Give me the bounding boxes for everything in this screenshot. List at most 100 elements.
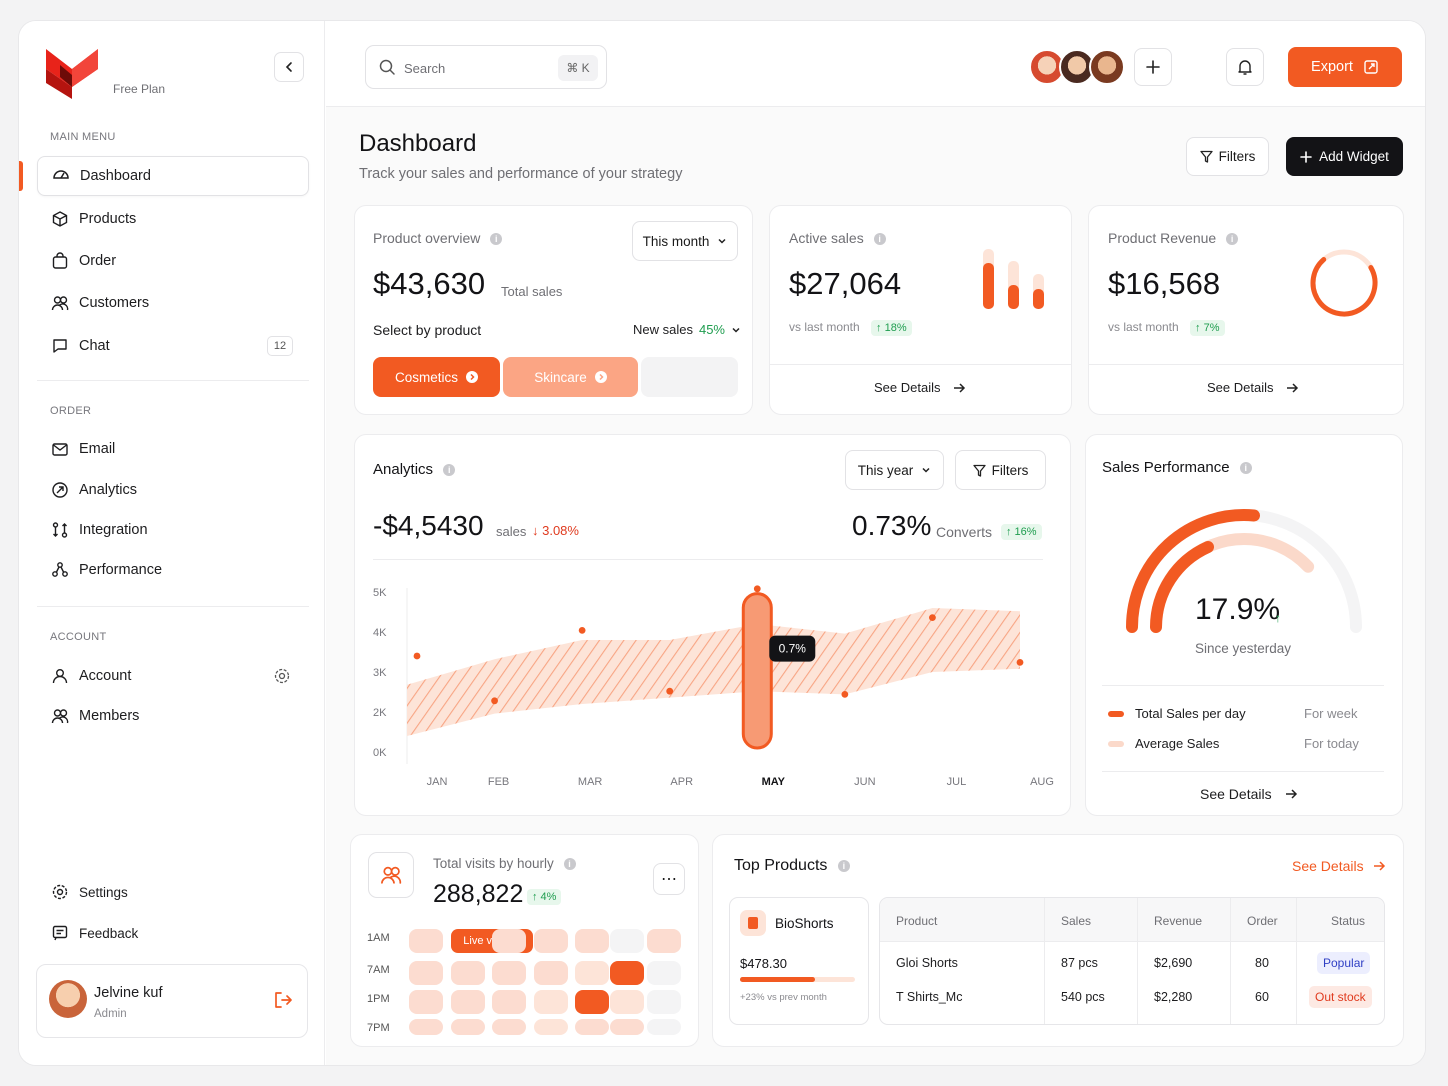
add-member-button[interactable] <box>1134 48 1172 86</box>
account-settings-gear-icon[interactable] <box>273 667 291 685</box>
sidebar-item-account[interactable]: Account <box>37 656 309 696</box>
sidebar-item-analytics[interactable]: Analytics <box>37 470 309 510</box>
sidebar-item-label: Feedback <box>79 925 139 941</box>
heatmap-cell <box>409 990 443 1014</box>
heatmap-cell <box>610 1019 644 1035</box>
heatmap-cell <box>492 1019 526 1035</box>
main-content: Search ⌘ K Export Dashboard Track your s… <box>326 21 1425 1065</box>
arrow-circle-icon <box>466 371 478 383</box>
analytics-icon <box>51 481 69 499</box>
column-header: Status <box>1331 914 1366 928</box>
sidebar-item-label: Order <box>79 253 117 269</box>
sidebar-item-customers[interactable]: Customers <box>37 283 309 323</box>
active-sales-vs: vs last month ↑ 18% <box>789 320 912 336</box>
chevron-down-icon <box>731 325 741 335</box>
card-title-text: Top Products <box>734 857 828 874</box>
search-shortcut: ⌘ K <box>558 55 598 81</box>
see-details-label: See Details <box>1207 380 1274 395</box>
chevron-left-icon <box>283 61 295 73</box>
mini-bar-chart <box>983 249 1049 311</box>
x-tick-label: JUL <box>947 776 967 788</box>
convert-label: Converts <box>936 524 993 540</box>
card-title-text: Sales Performance <box>1102 459 1230 476</box>
chip-skincare[interactable]: Skincare <box>503 357 638 397</box>
analytics-area-chart: 5K 4K 3K 2K 0K 0.7% JAN FEB MAR APR MAY JUN JUL AUG <box>373 585 1054 788</box>
sidebar-item-feedback[interactable]: Feedback <box>37 913 309 953</box>
arrow-right-icon <box>1284 787 1298 801</box>
analytics-filters-button[interactable]: Filters <box>955 450 1046 490</box>
add-widget-button[interactable]: Add Widget <box>1286 137 1403 176</box>
account-section-label: ACCOUNT <box>50 631 107 643</box>
more-options-button[interactable]: ⋯ <box>653 863 685 895</box>
sidebar-item-chat[interactable]: Chat 12 <box>37 326 309 366</box>
legend-swatch-total <box>1108 711 1124 717</box>
analytics-change: ↓ 3.08% <box>532 523 579 538</box>
data-point <box>491 697 498 705</box>
collapse-sidebar-button[interactable] <box>274 52 304 82</box>
order-section-label: ORDER <box>50 405 92 417</box>
user-card[interactable]: Jelvine kuf Admin <box>36 964 308 1038</box>
table-cell: $2,690 <box>1154 956 1193 970</box>
user-icon <box>51 667 69 685</box>
sidebar-item-integration[interactable]: Integration <box>37 510 309 550</box>
heatmap-cell <box>534 990 568 1014</box>
analytics-period-dropdown[interactable]: This year <box>845 450 944 490</box>
heatmap-cell <box>647 961 681 985</box>
period-dropdown[interactable]: This month <box>632 221 738 261</box>
chip-cosmetics[interactable]: Cosmetics <box>373 357 500 397</box>
y-tick-label: 5K <box>373 587 387 599</box>
chart-tooltip-label: 0.7% <box>779 642 807 656</box>
card-title-text: Product Revenue <box>1108 230 1217 246</box>
x-tick-label: FEB <box>488 776 509 788</box>
see-details-link[interactable]: See Details <box>1207 380 1299 395</box>
filters-button[interactable]: Filters <box>1186 137 1269 176</box>
column-header: Product <box>896 914 938 928</box>
data-point <box>1016 659 1024 666</box>
notifications-button[interactable] <box>1226 48 1264 86</box>
arrow-right-icon <box>1285 381 1299 395</box>
featured-product-card[interactable]: BioShorts $478.30 +23% vs prev month <box>729 897 869 1025</box>
change-badge: ↑ 7% <box>1190 320 1225 336</box>
users-icon <box>51 707 69 725</box>
plus-icon <box>1300 150 1312 163</box>
heatmap-cell <box>647 990 681 1014</box>
info-icon: i <box>1239 462 1252 475</box>
table-cell: 87 pcs <box>1061 956 1098 970</box>
table-header <box>880 898 1384 942</box>
logout-icon[interactable] <box>273 990 293 1010</box>
sidebar-item-members[interactable]: Members <box>37 696 309 736</box>
see-details-link[interactable]: See Details <box>1200 786 1298 802</box>
sidebar-item-settings[interactable]: Settings <box>37 872 309 912</box>
mail-icon <box>51 440 69 458</box>
sidebar-item-products[interactable]: Products <box>37 199 309 239</box>
sidebar-item-dashboard[interactable]: Dashboard <box>37 156 309 196</box>
chat-count-badge: 12 <box>267 336 293 356</box>
see-details-link[interactable]: See Details <box>1292 858 1386 874</box>
new-sales-dropdown[interactable]: New sales 45% <box>633 322 741 337</box>
heatmap-cell <box>575 990 609 1014</box>
heatmap-cell <box>534 1019 568 1035</box>
product-revenue-vs: vs last month ↑ 7% <box>1108 320 1225 336</box>
card-divider <box>770 364 1071 365</box>
sidebar-item-email[interactable]: Email <box>37 429 309 469</box>
avatar[interactable] <box>1089 49 1125 85</box>
search-input[interactable]: Search ⌘ K <box>365 45 607 89</box>
see-details-link[interactable]: See Details <box>874 380 966 395</box>
gear-icon <box>51 883 69 901</box>
sidebar-item-label: Members <box>79 708 140 724</box>
export-button[interactable]: Export <box>1288 47 1402 87</box>
card-title: Top Products i <box>734 857 850 875</box>
heatmap-cell <box>610 961 644 985</box>
analytics-card: Analytics i This year Filters -$4,5430 s… <box>354 434 1071 816</box>
heatmap-cell <box>610 990 644 1014</box>
filter-icon <box>972 464 986 477</box>
column-header: Revenue <box>1154 914 1203 928</box>
avatar <box>49 980 87 1018</box>
visits-card: Total visits by hourly i 288,822 ↑ 4% ⋯ … <box>350 834 699 1047</box>
total-sales-amount: $43,630 <box>373 266 486 301</box>
users-icon <box>380 864 402 886</box>
column-header: Sales <box>1061 914 1092 928</box>
sidebar-item-performance[interactable]: Performance <box>37 550 309 590</box>
sidebar-item-label: Account <box>79 668 132 684</box>
sidebar-item-order[interactable]: Order <box>37 241 309 281</box>
